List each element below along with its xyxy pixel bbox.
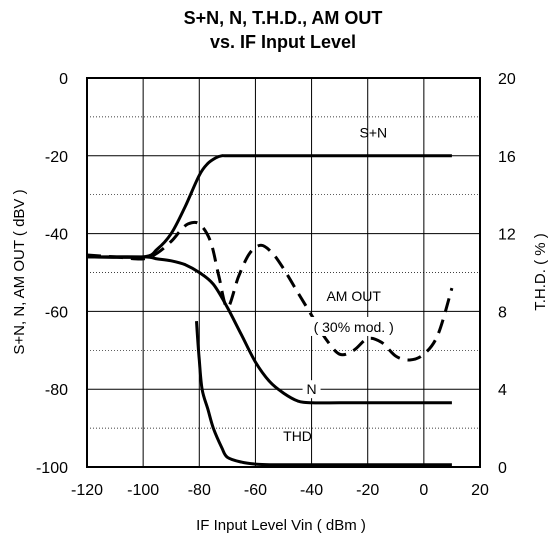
series-group	[86, 154, 454, 467]
annotation-am-out: AM OUT	[326, 288, 381, 304]
y-left-tick-label: -80	[45, 382, 68, 399]
annotation-n: N	[307, 381, 317, 397]
chart-title-line-1: S+N, N, T.H.D., AM OUT	[184, 8, 383, 28]
annotation-thd: THD	[283, 428, 312, 444]
y-right-tick-labels: 20 16 12 8 4 0	[498, 71, 516, 477]
y-left-tick-label: -60	[45, 304, 68, 321]
y-right-tick-label: 20	[498, 71, 516, 88]
minor-grid	[87, 116, 480, 429]
y-left-tick-label: -100	[36, 460, 68, 477]
x-tick-label: 0	[419, 482, 428, 499]
series-line-n	[86, 255, 452, 405]
y-right-tick-label: 0	[498, 460, 507, 477]
x-axis-label: IF Input Level Vin ( dBm )	[196, 517, 366, 534]
annotation-s-n: S+N	[360, 124, 388, 140]
annotation-bg-30-mod	[305, 316, 402, 336]
x-tick-label: -60	[244, 482, 267, 499]
y-left-tick-labels: 0 -20 -40 -60 -80 -100	[36, 71, 68, 477]
series-line-thd	[195, 321, 452, 467]
y-left-tick-label: -20	[45, 149, 68, 166]
series-line-s-n	[86, 154, 452, 259]
y-left-tick-label: -40	[45, 227, 68, 244]
y-right-tick-label: 12	[498, 227, 516, 244]
y-left-tick-label: 0	[59, 71, 68, 88]
x-tick-label: -100	[127, 482, 159, 499]
plot-area-frame	[86, 77, 481, 468]
x-tick-label: -40	[300, 482, 323, 499]
annotation-bg-n	[302, 380, 321, 399]
annotations: S+N AM OUT ( 30% mod. ) N THD	[283, 124, 402, 444]
y-right-tick-label: 4	[498, 382, 507, 399]
x-tick-label: -20	[356, 482, 379, 499]
x-tick-label: -80	[188, 482, 211, 499]
annotation-30-mod: ( 30% mod. )	[314, 319, 394, 335]
x-tick-label: -120	[71, 482, 103, 499]
y-axis-left-label: S+N, N, AM OUT ( dBV )	[11, 189, 28, 354]
series-line-am-out-30-mod	[86, 220, 454, 362]
chart-title-line-2: vs. IF Input Level	[210, 32, 356, 52]
x-tick-label: 20	[471, 482, 489, 499]
y-right-tick-label: 8	[498, 304, 507, 321]
x-tick-labels: -120 -100 -80 -60 -40 -20 0 20	[71, 482, 489, 499]
grid	[87, 78, 480, 467]
y-axis-right-label: T.H.D. ( % )	[532, 233, 549, 311]
y-right-tick-label: 16	[498, 149, 516, 166]
